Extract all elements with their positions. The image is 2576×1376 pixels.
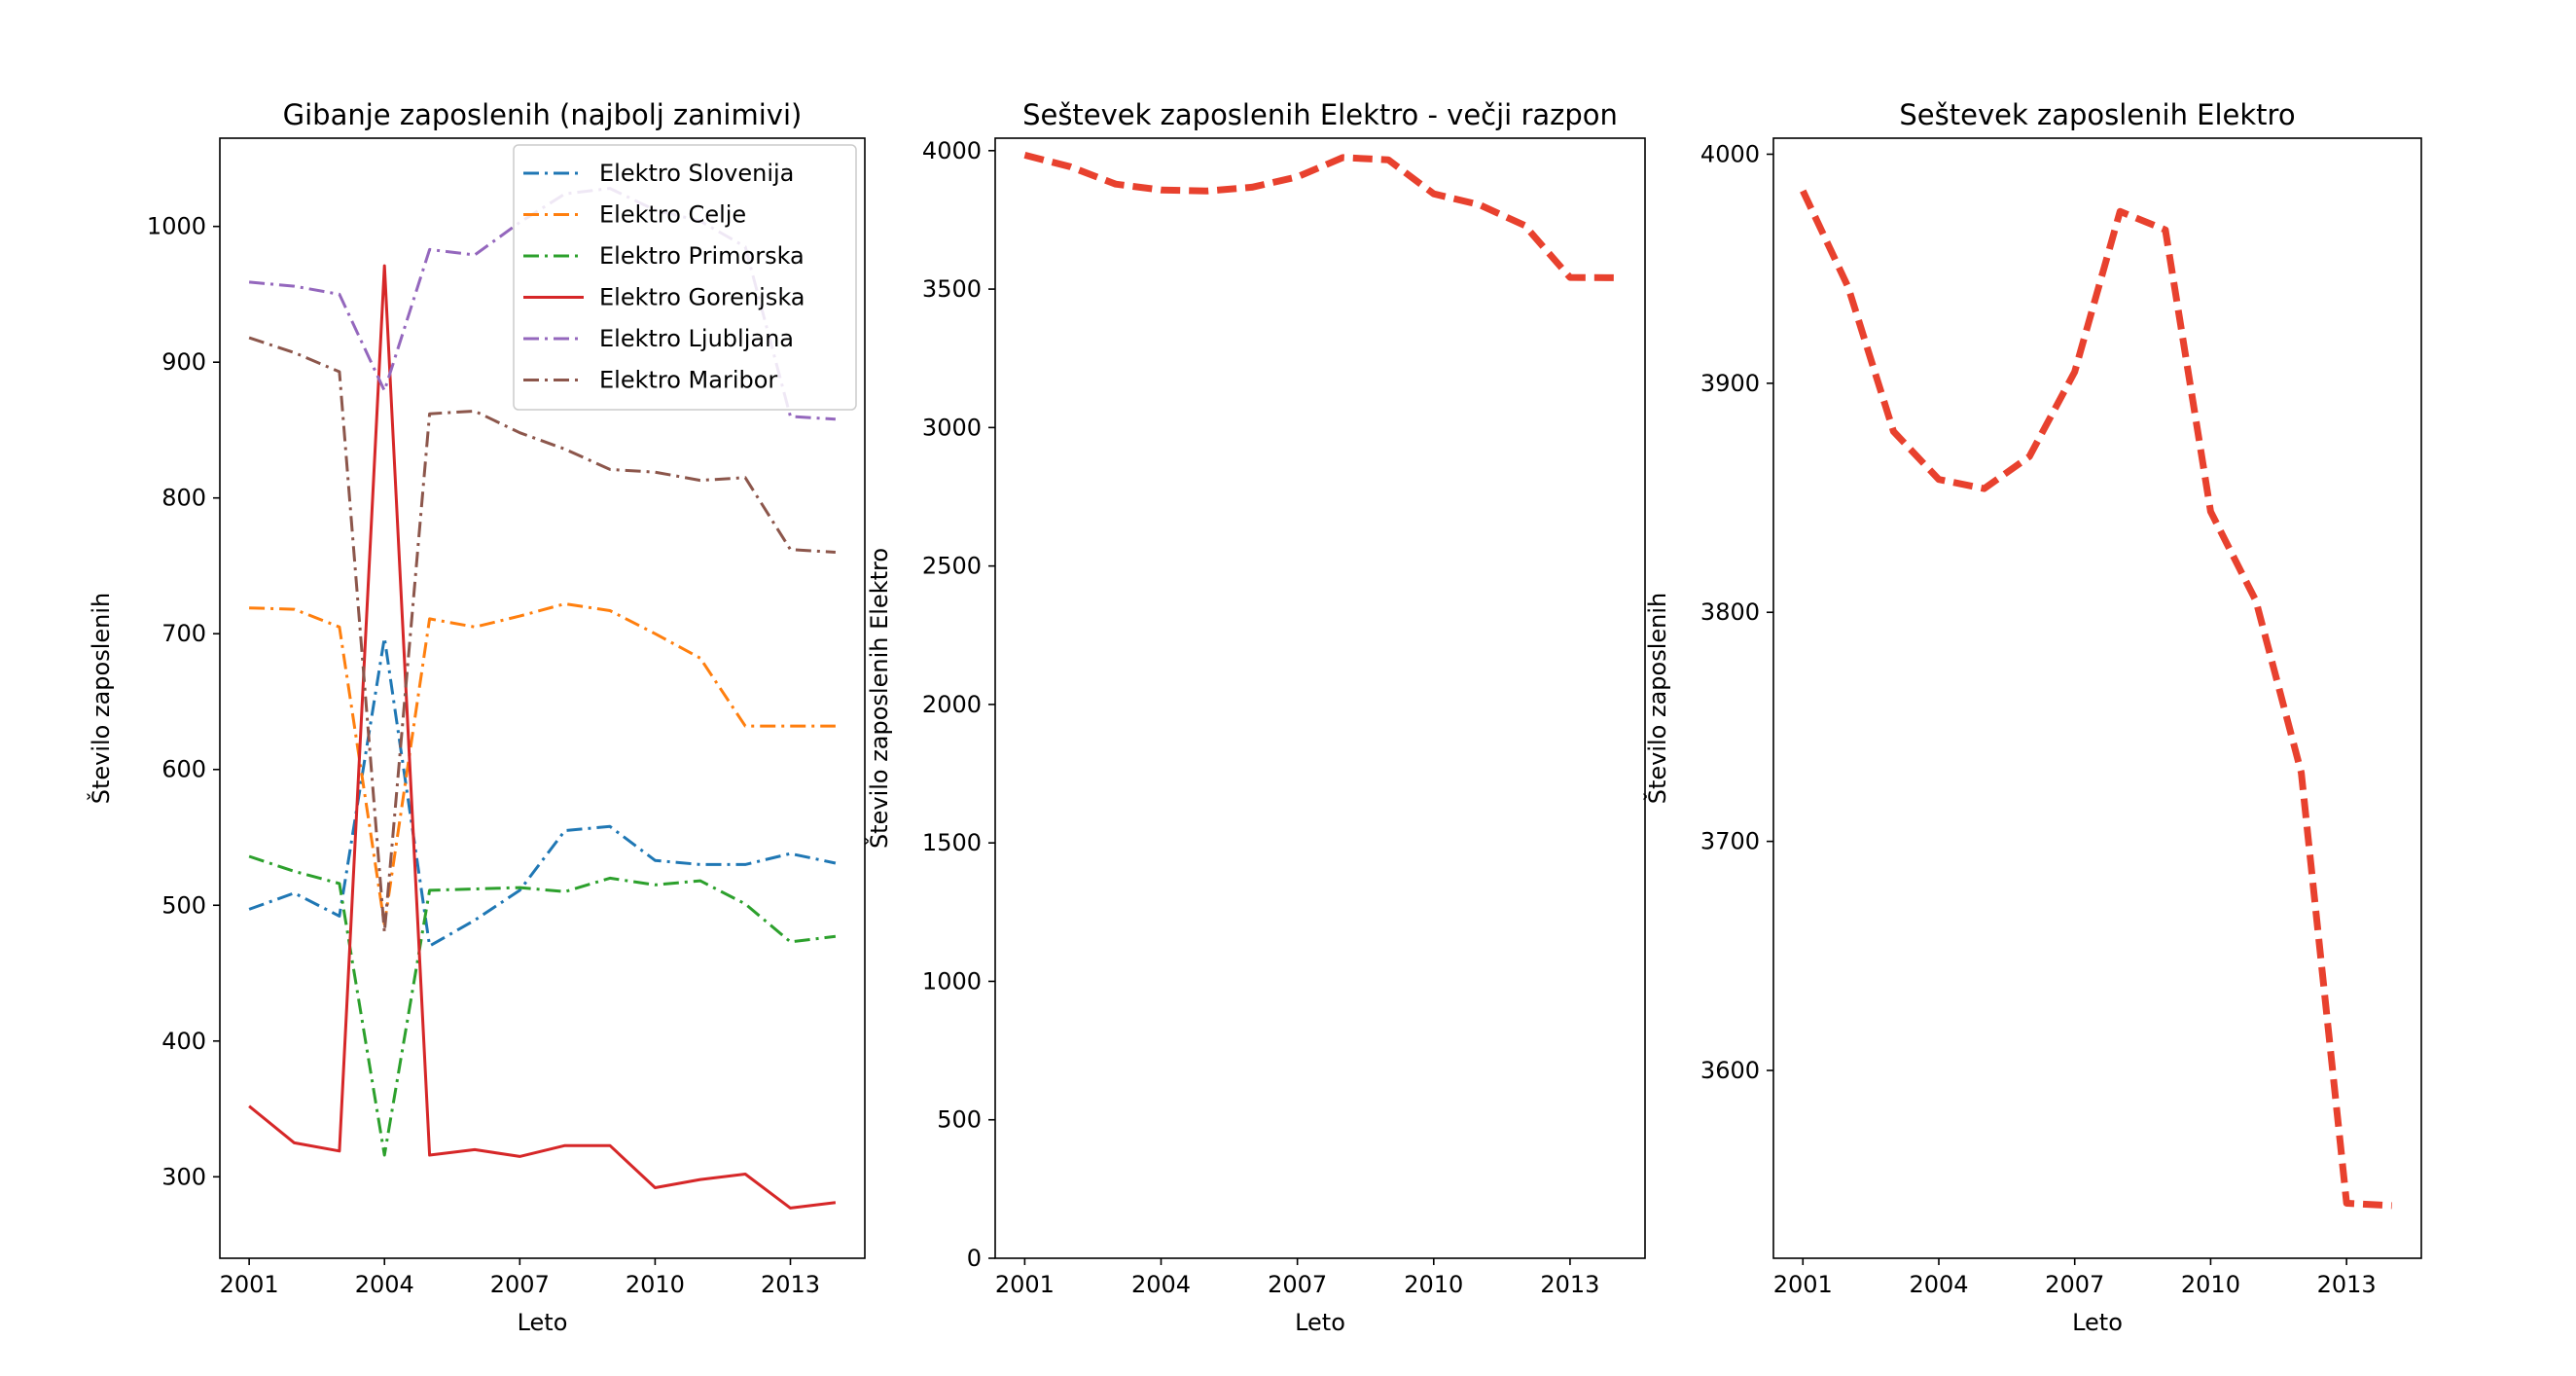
axes-frame bbox=[219, 137, 866, 1259]
chart-title: Gibanje zaposlenih (najbolj zanimivi) bbox=[283, 98, 803, 131]
axes-frame bbox=[994, 137, 1646, 1259]
x-axis-label: Leto bbox=[518, 1309, 568, 1336]
x-tick-label: 2010 bbox=[626, 1271, 685, 1298]
y-tick-label: 700 bbox=[161, 620, 206, 647]
x-axis-label: Leto bbox=[2072, 1309, 2123, 1336]
x-tick-label: 2001 bbox=[995, 1271, 1055, 1298]
chart-panel-3: 2001 2004 2007 2010 2013 3600 3700 3800 3900 4000… bbox=[1642, 98, 2422, 1336]
y-tick-label: 0 bbox=[967, 1245, 982, 1272]
x-tick-label: 2001 bbox=[1773, 1271, 1833, 1298]
x-tick-label: 2004 bbox=[355, 1271, 414, 1298]
x-tick-label: 2013 bbox=[1540, 1271, 1599, 1298]
series-line-elektro-gorenjska bbox=[248, 264, 837, 1210]
legend-entry: Elektro Ljubljana bbox=[599, 325, 794, 352]
y-tick-label: 3500 bbox=[922, 275, 982, 303]
x-tick-label: 2001 bbox=[220, 1271, 279, 1298]
legend-entry: Elektro Celje bbox=[599, 201, 746, 229]
x-tick-label: 2010 bbox=[2181, 1271, 2240, 1298]
y-axis-label: Število zaposlenih bbox=[86, 593, 115, 805]
x-tick-label: 2007 bbox=[490, 1271, 550, 1298]
y-tick-label: 4000 bbox=[1700, 140, 1760, 167]
y-tick-label: 1000 bbox=[922, 967, 982, 995]
axes-frame bbox=[1772, 137, 2422, 1259]
y-tick-label: 3000 bbox=[922, 414, 982, 441]
y-tick-label: 500 bbox=[937, 1106, 982, 1134]
chart-title: Seštevek zaposlenih Elektro bbox=[1899, 98, 2295, 131]
chart-panel-2: 2001 2004 2007 2010 2013 0 500 1000 1500 2000 2500… bbox=[864, 98, 1646, 1336]
x-tick-label: 2007 bbox=[2045, 1271, 2104, 1298]
x-axis-label: Leto bbox=[1295, 1309, 1345, 1336]
series-line-total-1 bbox=[1800, 189, 2392, 1210]
series-line-total-1 bbox=[1023, 152, 1616, 281]
chart-panel-1: 2001 2004 2007 2010 2013 300 400 500 600 700 800 90… bbox=[86, 98, 866, 1336]
y-tick-label: 600 bbox=[161, 756, 206, 783]
y-tick-label: 3900 bbox=[1700, 370, 1760, 397]
y-tick-label: 900 bbox=[161, 348, 206, 376]
x-tick-label: 2013 bbox=[2317, 1271, 2377, 1298]
y-axis-label: Število zaposlenih bbox=[1642, 593, 1671, 805]
x-tick-label: 2007 bbox=[1268, 1271, 1327, 1298]
legend-box bbox=[513, 144, 857, 411]
y-axis-label: Število zaposlenih Elektro bbox=[864, 548, 893, 849]
legend-entry: Elektro Slovenija bbox=[599, 160, 794, 187]
y-tick-label: 500 bbox=[161, 891, 206, 919]
x-tick-label: 2004 bbox=[1909, 1271, 1968, 1298]
y-tick-label: 800 bbox=[161, 485, 206, 512]
y-tick-label: 4000 bbox=[922, 137, 982, 164]
x-tick-label: 2010 bbox=[1404, 1271, 1463, 1298]
y-tick-label: 1500 bbox=[922, 829, 982, 856]
series-line-elektro-slovenija bbox=[248, 635, 837, 948]
y-tick-label: 2000 bbox=[922, 691, 982, 718]
series-line-elektro-celje bbox=[249, 602, 836, 926]
x-tick-label: 2004 bbox=[1131, 1271, 1191, 1298]
y-tick-label: 3700 bbox=[1700, 828, 1760, 855]
y-tick-label: 400 bbox=[161, 1028, 206, 1055]
x-tick-label: 2013 bbox=[761, 1271, 820, 1298]
y-tick-label: 2500 bbox=[922, 553, 982, 580]
series-line-elektro-maribor bbox=[248, 336, 836, 934]
y-tick-label: 1000 bbox=[147, 213, 206, 240]
y-tick-label: 300 bbox=[161, 1163, 206, 1190]
legend: Elektro Slovenija Elektro Celje Elektro Pr… bbox=[513, 144, 857, 411]
legend-entry: Elektro Maribor bbox=[599, 367, 777, 394]
y-tick-label: 3600 bbox=[1700, 1057, 1760, 1084]
chart-title: Seštevek zaposlenih Elektro - večji razp… bbox=[1022, 98, 1618, 131]
legend-entry: Elektro Gorenjska bbox=[599, 284, 805, 311]
y-tick-label: 3800 bbox=[1700, 598, 1760, 626]
legend-entry: Elektro Primorska bbox=[599, 242, 805, 270]
